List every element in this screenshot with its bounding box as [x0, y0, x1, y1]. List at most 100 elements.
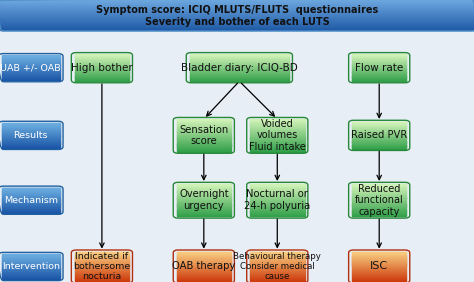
Bar — [250, 266, 304, 267]
Bar — [2, 57, 60, 58]
Bar — [352, 55, 407, 56]
Bar — [2, 267, 60, 268]
Bar — [176, 280, 231, 281]
Bar — [250, 144, 304, 145]
Bar — [250, 125, 304, 126]
Bar — [0, 14, 474, 15]
Bar — [2, 205, 60, 206]
Bar — [352, 54, 407, 55]
Bar — [250, 190, 304, 191]
Bar — [176, 150, 231, 151]
Text: OAB therapy: OAB therapy — [172, 261, 236, 272]
Bar — [75, 63, 129, 64]
Bar — [75, 70, 129, 71]
Bar — [352, 214, 407, 215]
Bar — [0, 22, 474, 23]
Bar — [190, 61, 289, 62]
Bar — [0, 4, 474, 5]
Bar — [75, 69, 129, 70]
Bar — [352, 258, 407, 259]
Bar — [352, 141, 407, 142]
Bar — [75, 269, 129, 270]
Bar — [2, 125, 60, 126]
Bar — [176, 134, 231, 135]
Bar — [176, 258, 231, 259]
Bar — [0, 19, 474, 20]
Bar — [250, 209, 304, 210]
Bar — [2, 126, 60, 127]
Bar — [2, 197, 60, 198]
Bar — [190, 57, 289, 58]
Bar — [75, 278, 129, 279]
Bar — [250, 257, 304, 258]
Text: Raised PVR: Raised PVR — [351, 130, 407, 140]
Bar — [352, 61, 407, 62]
Bar — [75, 253, 129, 254]
Bar — [0, 19, 474, 20]
Bar — [2, 269, 60, 270]
Bar — [352, 75, 407, 76]
Bar — [0, 17, 474, 18]
Bar — [75, 71, 129, 72]
Bar — [176, 214, 231, 215]
Bar — [75, 274, 129, 275]
Bar — [250, 278, 304, 279]
Bar — [352, 129, 407, 130]
Bar — [176, 213, 231, 214]
Bar — [2, 192, 60, 193]
Bar — [2, 79, 60, 80]
Bar — [352, 203, 407, 204]
Bar — [250, 141, 304, 142]
Bar — [0, 15, 474, 16]
Bar — [0, 2, 474, 3]
Bar — [176, 123, 231, 124]
Bar — [0, 21, 474, 22]
Bar — [352, 209, 407, 210]
Bar — [176, 202, 231, 203]
Bar — [250, 148, 304, 149]
Bar — [190, 60, 289, 61]
Bar — [75, 273, 129, 274]
Bar — [75, 279, 129, 280]
Bar — [0, 9, 474, 10]
Bar — [0, 5, 474, 6]
Bar — [2, 77, 60, 78]
Bar — [352, 258, 407, 259]
Bar — [2, 59, 60, 60]
Bar — [2, 139, 60, 140]
Bar — [2, 200, 60, 201]
Bar — [2, 273, 60, 274]
Bar — [352, 206, 407, 207]
Bar — [352, 193, 407, 194]
Bar — [352, 67, 407, 68]
Bar — [75, 62, 129, 63]
Bar — [250, 276, 304, 277]
Bar — [250, 144, 304, 145]
Bar — [176, 262, 231, 263]
Bar — [176, 199, 231, 200]
Bar — [176, 200, 231, 201]
Bar — [250, 189, 304, 190]
Bar — [2, 212, 60, 213]
Text: UAB +/- OAB: UAB +/- OAB — [0, 63, 61, 72]
Bar — [190, 79, 289, 80]
Bar — [250, 205, 304, 206]
Bar — [250, 119, 304, 120]
Bar — [2, 65, 60, 66]
Bar — [176, 142, 231, 143]
Bar — [176, 277, 231, 278]
Bar — [2, 63, 60, 64]
Bar — [2, 138, 60, 139]
Bar — [352, 144, 407, 145]
Bar — [75, 273, 129, 274]
Bar — [2, 133, 60, 134]
Bar — [352, 190, 407, 191]
Bar — [2, 199, 60, 200]
Bar — [250, 264, 304, 265]
Bar — [176, 207, 231, 208]
Bar — [352, 254, 407, 255]
Bar — [190, 72, 289, 73]
Bar — [2, 69, 60, 70]
Bar — [75, 65, 129, 66]
Bar — [176, 144, 231, 145]
